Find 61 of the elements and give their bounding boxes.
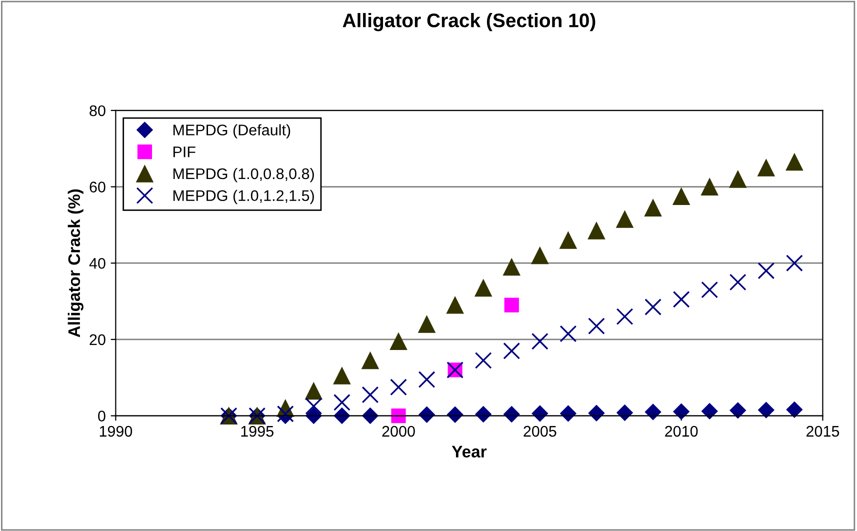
point <box>758 402 774 418</box>
point <box>531 332 548 350</box>
point <box>701 281 718 298</box>
point <box>616 210 634 228</box>
legend-label: MEPDG (1.0,1.2,1.5) <box>173 190 314 204</box>
point <box>560 325 577 342</box>
point <box>588 222 606 240</box>
point <box>786 254 803 272</box>
point <box>644 199 662 216</box>
point <box>305 398 322 415</box>
y-tick-label: 80 <box>90 105 106 116</box>
chart-title: Alligator Crack (Section 10) <box>342 13 596 32</box>
point <box>672 290 690 308</box>
point <box>362 352 379 370</box>
point <box>700 178 718 196</box>
point <box>644 298 662 316</box>
x-axis-title: Year <box>452 446 487 458</box>
point <box>758 262 775 280</box>
y-tick-label: 40 <box>89 258 106 269</box>
point <box>304 382 322 400</box>
point <box>672 188 690 206</box>
point <box>333 394 350 411</box>
point <box>474 352 492 369</box>
x-tick-label: 2010 <box>665 426 698 437</box>
x-tick-label: 1995 <box>241 426 274 437</box>
point <box>418 371 436 388</box>
y-tick-label: 20 <box>90 334 106 346</box>
y-tick-label: 60 <box>90 182 106 192</box>
point <box>757 159 775 176</box>
x-tick-label: 1990 <box>100 426 132 437</box>
x-tick-label: 2015 <box>806 426 840 437</box>
point <box>588 318 605 335</box>
point <box>333 367 351 384</box>
point <box>786 153 804 171</box>
point <box>390 332 408 350</box>
point <box>729 170 747 188</box>
legend-label: MEPDG (Default) <box>173 124 290 138</box>
point <box>474 279 492 297</box>
point <box>503 342 520 360</box>
point <box>701 402 718 420</box>
point <box>531 246 549 264</box>
point <box>616 308 634 326</box>
y-axis-title: Alligator Crack (%) <box>68 189 84 338</box>
point <box>560 232 577 249</box>
point <box>504 298 519 312</box>
point <box>446 296 464 314</box>
x-tick-label: 2000 <box>382 426 415 437</box>
point <box>673 403 690 420</box>
point <box>730 402 746 419</box>
point <box>362 386 379 404</box>
point <box>502 258 520 276</box>
legend-label: MEPDG (1.0,0.8,0.8) <box>173 168 314 182</box>
legend-label: PIF <box>173 146 196 158</box>
point <box>391 408 406 424</box>
point <box>390 378 407 396</box>
x-tick-label: 2005 <box>524 426 556 437</box>
point <box>729 274 746 291</box>
point <box>418 315 436 333</box>
point <box>560 405 576 422</box>
y-tick-label: 0 <box>98 410 106 422</box>
point <box>786 401 803 418</box>
